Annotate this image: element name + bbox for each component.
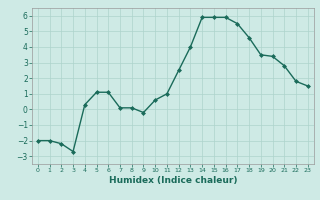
X-axis label: Humidex (Indice chaleur): Humidex (Indice chaleur) — [108, 176, 237, 185]
